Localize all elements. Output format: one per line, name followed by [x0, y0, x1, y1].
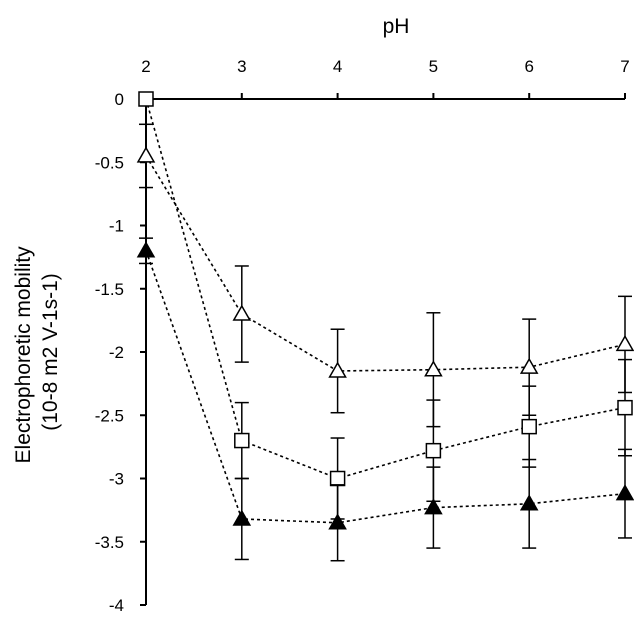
series-layer — [136, 91, 634, 562]
data-point-square — [234, 432, 250, 449]
series-open-square — [138, 91, 633, 520]
data-point-square — [138, 91, 154, 107]
x-tick-label: 7 — [620, 57, 629, 76]
series-open-triangle — [136, 123, 634, 428]
x-tick-label: 2 — [141, 57, 150, 76]
y-tick-label: -2 — [109, 343, 124, 362]
data-point-filled-triangle — [136, 241, 156, 258]
x-tick-label: 4 — [333, 57, 342, 76]
x-tick-label: 6 — [524, 57, 533, 76]
data-point-filled-triangle — [424, 498, 443, 515]
data-point-square — [617, 399, 633, 416]
data-point-open-triangle — [136, 146, 156, 163]
data-point-filled-triangle — [232, 509, 252, 526]
y-tick-label: -1 — [109, 217, 124, 236]
y-axis-title: Electrophoretic mobility (10-8 m2 V-1s-1… — [12, 241, 62, 464]
axes: 2 3 4 5 6 7 0 -0.5 -1 -1.5 -2 -2.5 -3 -3.5 -4 — [95, 57, 630, 615]
data-point-square — [329, 470, 346, 487]
y-tick-label: -0.5 — [95, 153, 124, 172]
y-axis-title-line-2: (10-8 m2 V-1s-1) — [39, 273, 62, 431]
y-tick-label: -2.5 — [95, 406, 124, 425]
y-tick-label: -3 — [109, 470, 124, 489]
series-line — [145, 155, 626, 372]
y-tick-label: -3.5 — [95, 533, 124, 552]
data-point-open-triangle — [328, 361, 347, 378]
x-axis-title: pH — [383, 15, 410, 38]
data-point-filled-triangle — [328, 513, 347, 530]
y-tick-label: -4 — [109, 596, 124, 615]
x-tick-label: 5 — [429, 57, 438, 76]
data-point-filled-triangle — [519, 494, 539, 511]
data-point-open-triangle — [519, 357, 539, 374]
data-point-open-triangle — [615, 334, 634, 352]
data-point-square — [425, 442, 442, 459]
data-point-open-triangle — [232, 304, 252, 321]
series-line — [145, 250, 626, 524]
y-axis-title-line-1: Electrophoretic mobility — [12, 246, 35, 464]
x-tick-label: 3 — [237, 57, 246, 76]
x-ticks: 2 3 4 5 6 7 — [141, 57, 630, 99]
data-point-square — [521, 418, 537, 435]
data-point-filled-triangle — [615, 484, 634, 501]
y-tick-label: 0 — [115, 90, 124, 109]
data-point-open-triangle — [424, 360, 443, 377]
y-tick-label: -1.5 — [95, 280, 124, 299]
series-line — [145, 98, 626, 480]
series-filled-triangle — [136, 237, 634, 562]
y-ticks: 0 -0.5 -1 -1.5 -2 -2.5 -3 -3.5 -4 — [95, 90, 146, 615]
